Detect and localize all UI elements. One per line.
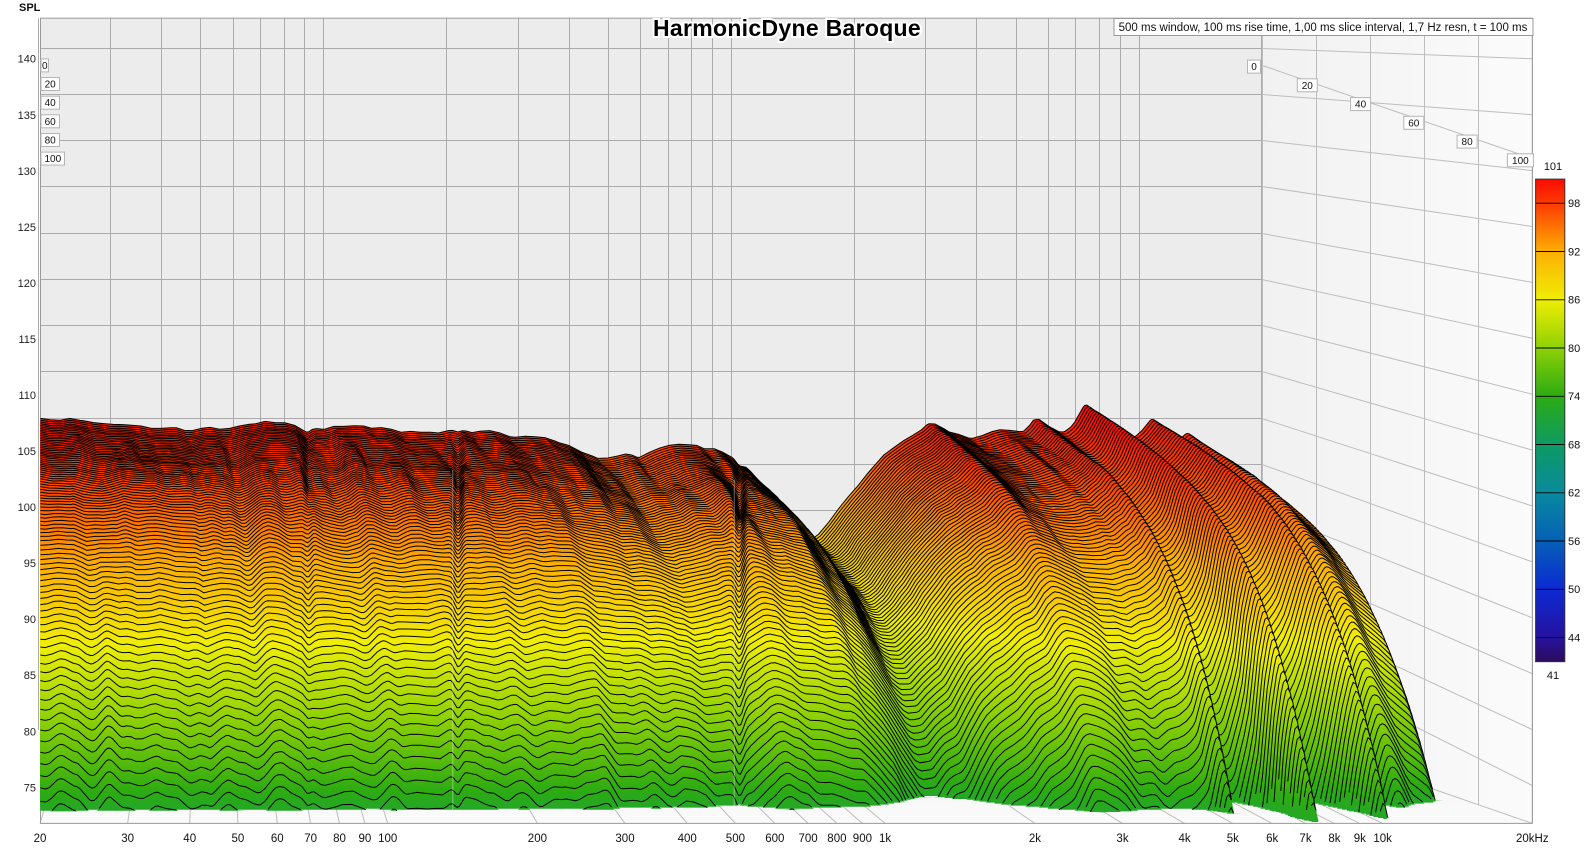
- svg-text:40: 40: [1355, 100, 1367, 111]
- svg-text:110: 110: [18, 390, 36, 402]
- svg-text:80: 80: [333, 833, 346, 845]
- svg-text:115: 115: [18, 334, 36, 346]
- svg-text:3k: 3k: [1116, 833, 1128, 845]
- svg-text:5k: 5k: [1227, 833, 1239, 845]
- svg-text:100: 100: [44, 154, 61, 165]
- svg-text:2k: 2k: [1029, 833, 1041, 845]
- svg-text:60: 60: [271, 833, 284, 845]
- svg-text:130: 130: [18, 166, 36, 178]
- svg-text:20: 20: [1302, 81, 1314, 92]
- svg-text:125: 125: [18, 222, 36, 234]
- svg-text:50: 50: [232, 833, 245, 845]
- svg-text:50: 50: [1568, 584, 1580, 596]
- svg-text:SPL: SPL: [19, 2, 41, 14]
- svg-text:80: 80: [1462, 137, 1474, 148]
- svg-text:98: 98: [1568, 198, 1580, 210]
- svg-text:140: 140: [18, 54, 36, 66]
- svg-text:9k: 9k: [1354, 833, 1366, 845]
- svg-text:100: 100: [378, 833, 397, 845]
- svg-text:62: 62: [1568, 488, 1580, 500]
- svg-text:40: 40: [45, 98, 57, 109]
- svg-text:600: 600: [765, 833, 784, 845]
- svg-text:68: 68: [1568, 439, 1580, 451]
- svg-text:60: 60: [45, 117, 57, 128]
- svg-text:8k: 8k: [1328, 833, 1340, 845]
- svg-text:4k: 4k: [1179, 833, 1191, 845]
- svg-text:80: 80: [24, 726, 36, 738]
- svg-text:56: 56: [1568, 536, 1580, 548]
- svg-text:95: 95: [24, 558, 36, 570]
- svg-text:900: 900: [853, 833, 872, 845]
- svg-text:0: 0: [1251, 62, 1257, 73]
- svg-text:400: 400: [678, 833, 697, 845]
- svg-text:75: 75: [24, 782, 36, 794]
- svg-text:100: 100: [18, 502, 36, 514]
- svg-text:90: 90: [359, 833, 372, 845]
- svg-text:80: 80: [45, 136, 57, 147]
- svg-text:20kHz: 20kHz: [1516, 833, 1549, 845]
- svg-text:135: 135: [18, 110, 36, 122]
- svg-text:90: 90: [24, 614, 36, 626]
- svg-text:100: 100: [1512, 156, 1529, 167]
- svg-text:101: 101: [1544, 161, 1562, 173]
- svg-text:500: 500: [726, 833, 745, 845]
- svg-text:20: 20: [34, 833, 47, 845]
- svg-text:80: 80: [1568, 343, 1580, 355]
- svg-text:800: 800: [827, 833, 846, 845]
- svg-text:300: 300: [615, 833, 634, 845]
- svg-text:120: 120: [18, 278, 36, 290]
- svg-text:40: 40: [183, 833, 196, 845]
- svg-text:85: 85: [24, 670, 36, 682]
- svg-text:105: 105: [18, 446, 36, 458]
- svg-text:44: 44: [1568, 632, 1580, 644]
- svg-text:74: 74: [1568, 391, 1580, 403]
- svg-text:1k: 1k: [879, 833, 891, 845]
- svg-text:41: 41: [1547, 670, 1559, 682]
- svg-text:60: 60: [1408, 118, 1420, 129]
- svg-text:86: 86: [1568, 295, 1580, 307]
- svg-text:7k: 7k: [1299, 833, 1311, 845]
- svg-text:0: 0: [42, 61, 48, 72]
- svg-text:500 ms window, 100 ms rise tim: 500 ms window, 100 ms rise time, 1,00 ms…: [1119, 22, 1528, 34]
- svg-text:20: 20: [45, 80, 57, 91]
- svg-text:92: 92: [1568, 246, 1580, 258]
- svg-text:HarmonicDyne Baroque: HarmonicDyne Baroque: [653, 15, 921, 41]
- svg-text:30: 30: [121, 833, 134, 845]
- svg-text:10k: 10k: [1373, 833, 1392, 845]
- svg-text:70: 70: [304, 833, 317, 845]
- svg-text:6k: 6k: [1266, 833, 1278, 845]
- svg-text:200: 200: [528, 833, 547, 845]
- svg-text:700: 700: [799, 833, 818, 845]
